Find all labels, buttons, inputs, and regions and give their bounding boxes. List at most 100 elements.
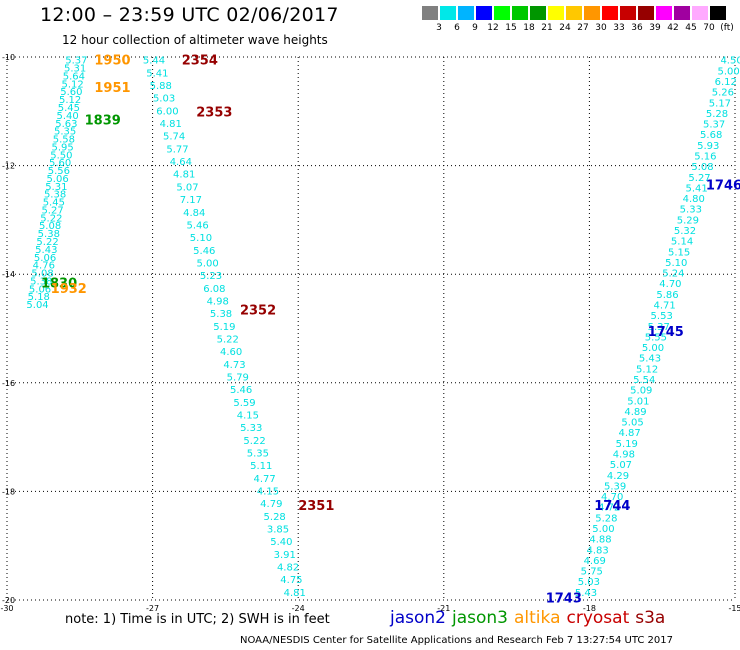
pass-time-label: 1951 [94, 81, 130, 96]
lon-tick-label: -30 [0, 604, 13, 613]
wave-height-value: 4.70 [659, 279, 681, 290]
wave-height-value: 5.04 [26, 300, 48, 311]
wave-height-value: 5.60 [49, 158, 71, 169]
altimeter-tracks: 5.375.315.645.125.605.125.455.405.635.35… [26, 56, 740, 599]
wave-height-value: 4.87 [619, 428, 641, 439]
wave-height-value: 5.32 [674, 226, 696, 237]
wave-height-value: 5.16 [694, 152, 716, 163]
wave-height-value: 5.03 [578, 577, 600, 588]
track-pass-1950: 5.375.315.645.125.605.125.455.405.635.35… [26, 56, 87, 311]
lat-tick-label: -18 [2, 487, 15, 496]
scale-swatch [674, 6, 690, 20]
wave-height-value: 5.37 [65, 56, 87, 67]
wave-height-value: 3.85 [267, 525, 289, 536]
wave-height-value: 5.22 [217, 334, 239, 345]
wave-height-value: 5.07 [176, 182, 198, 193]
wave-height-value: 4.89 [624, 407, 646, 418]
scale-label: 3 [436, 23, 442, 33]
wave-height-value: 4.77 [253, 474, 275, 485]
wave-height-value: 4.60 [220, 347, 242, 358]
wave-height-value: 5.95 [51, 142, 73, 153]
wave-height-value: 5.60 [60, 87, 82, 98]
wave-height-value: 5.08 [691, 162, 713, 173]
lat-tick-label: -10 [2, 53, 15, 62]
wave-height-value: 7.17 [180, 195, 202, 206]
scale-label: 30 [595, 23, 607, 33]
scale-swatch [656, 6, 672, 20]
wave-height-value: 4.69 [584, 556, 606, 567]
wave-height-value: 5.31 [64, 64, 86, 75]
scale-label: (ft) [720, 23, 734, 33]
wave-height-value: 5.19 [213, 322, 235, 333]
scale-swatch [440, 6, 456, 20]
lon-tick-label: -27 [146, 604, 159, 613]
wave-height-value: 4.73 [223, 360, 245, 371]
wave-height-value: 5.38 [38, 229, 60, 240]
scale-label: 39 [649, 23, 661, 33]
pass-time-label: 1932 [51, 282, 87, 297]
wave-height-value: 5.28 [595, 513, 617, 524]
wave-height-value: 4.98 [207, 296, 229, 307]
wave-height-value: 5.12 [59, 95, 81, 106]
wave-height-value: 5.37 [703, 120, 725, 131]
wave-height-value: 5.43 [35, 245, 57, 256]
wave-height-value: 5.45 [43, 198, 65, 209]
wave-height-value: 5.00 [718, 66, 740, 77]
wave-height-value: 5.06 [46, 174, 68, 185]
wave-height-value: 5.15 [668, 247, 690, 258]
wave-height-value: 5.01 [627, 396, 649, 407]
wave-height-value: 5.38 [210, 309, 232, 320]
wave-height-value: 5.38 [30, 276, 52, 287]
wave-height-value: 5.17 [709, 98, 731, 109]
scale-swatch [584, 6, 600, 20]
wave-height-value: 5.27 [41, 205, 63, 216]
lat-tick-label: -20 [2, 596, 15, 605]
wave-height-value: 5.35 [54, 127, 76, 138]
wave-height-value: 4.80 [683, 194, 705, 205]
scale-label: 9 [472, 23, 478, 33]
wave-height-value: 5.40 [270, 537, 292, 548]
scale-swatch [620, 6, 636, 20]
wave-height-value: 5.22 [40, 213, 62, 224]
footnote: note: 1) Time is in UTC; 2) SWH is in fe… [65, 612, 330, 627]
wave-height-value: 5.07 [610, 460, 632, 471]
wave-height-value: 5.68 [700, 130, 722, 141]
pass-time-label: 1743 [546, 591, 582, 606]
wave-height-value: 6.08 [203, 284, 225, 295]
wave-height-value: 5.64 [63, 71, 85, 82]
pass-time-label: 1744 [594, 499, 630, 514]
wave-height-value: 5.10 [665, 258, 687, 269]
wave-height-value: 5.27 [688, 173, 710, 184]
wave-height-value: 5.39 [604, 481, 626, 492]
wave-height-value: 5.44 [143, 56, 165, 67]
wave-height-value: 4.50 [720, 56, 740, 67]
scale-swatch [458, 6, 474, 20]
satellite-legend: jason2 jason3 altika cryosat s3a [390, 608, 671, 628]
wave-height-value: 5.38 [44, 190, 66, 201]
wave-height-value: 5.28 [264, 512, 286, 523]
wave-height-value: 5.58 [53, 135, 75, 146]
wave-height-value: 5.06 [34, 253, 56, 264]
wave-height-value: 4.81 [284, 588, 306, 599]
wave-height-value: 5.46 [230, 385, 252, 396]
lat-tick-label: -16 [2, 379, 15, 388]
wave-height-value: 5.56 [48, 166, 70, 177]
wave-height-value: 5.77 [166, 144, 188, 155]
wave-height-value: 4.83 [586, 545, 608, 556]
scale-label: 45 [685, 23, 697, 33]
wave-height-value: 4.88 [589, 535, 611, 546]
wave-height-value: 5.31 [45, 182, 67, 193]
wave-height-value: 5.33 [240, 423, 262, 434]
wave-height-value: 5.93 [697, 141, 719, 152]
scale-swatch [530, 6, 546, 20]
map-title: 12:00 – 23:59 UTC 02/06/2017 [40, 4, 339, 26]
pass-time-label: 1746 [706, 179, 740, 194]
map-grid [6, 56, 736, 601]
scale-label: 33 [613, 23, 625, 33]
wave-height-value: 5.43 [575, 588, 597, 599]
track-pass-1746: 4.505.006.125.265.175.285.375.685.935.16… [575, 56, 740, 599]
wave-height-value: 5.23 [200, 271, 222, 282]
scale-swatch [602, 6, 618, 20]
